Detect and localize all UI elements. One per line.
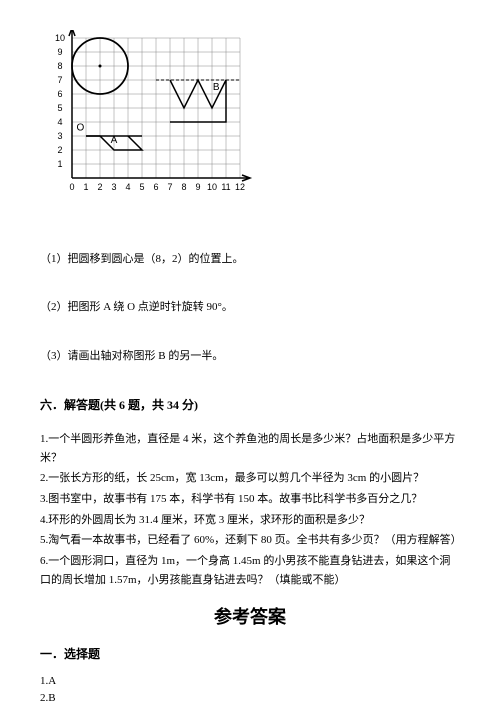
svg-text:10: 10 (55, 33, 65, 43)
svg-text:5: 5 (57, 103, 62, 113)
answer-1: 1.A (40, 673, 460, 691)
question-6-4: 4.环形的外圆周长为 31.4 厘米，环宽 3 厘米，求环形的面积是多少？ (40, 511, 460, 530)
svg-text:3: 3 (111, 182, 116, 192)
svg-text:2: 2 (57, 145, 62, 155)
coordinate-grid-figure: 123456789100123456789101112AOB (50, 30, 460, 221)
answer-2: 2.B (40, 690, 460, 708)
sub-question-3: （3）请画出轴对称图形 B 的另一半。 (40, 348, 460, 365)
answer-section-1-header: 一．选择题 (40, 645, 460, 663)
answer-title: 参考答案 (40, 604, 460, 631)
svg-text:4: 4 (125, 182, 130, 192)
svg-text:B: B (213, 82, 220, 93)
svg-text:5: 5 (139, 182, 144, 192)
sub-question-1: （1）把圆移到圆心是（8，2）的位置上。 (40, 251, 460, 268)
section-6-header: 六．解答题(共 6 题，共 34 分) (40, 396, 460, 414)
question-6-5: 5.淘气看一本故事书，已经看了 60%，还剩下 80 页。全书共有多少页？（用方… (40, 531, 460, 550)
svg-text:A: A (111, 135, 118, 146)
svg-text:2: 2 (97, 182, 102, 192)
svg-text:1: 1 (83, 182, 88, 192)
svg-text:4: 4 (57, 117, 62, 127)
question-6-3: 3.图书室中，故事书有 175 本，科学书有 150 本。故事书比科学书多百分之… (40, 490, 460, 509)
svg-text:6: 6 (153, 182, 158, 192)
svg-text:7: 7 (167, 182, 172, 192)
svg-text:0: 0 (69, 182, 74, 192)
question-6-1: 1.一个半圆形养鱼池，直径是 4 米，这个养鱼池的周长是多少米？占地面积是多少平… (40, 430, 460, 467)
svg-text:7: 7 (57, 75, 62, 85)
svg-text:9: 9 (195, 182, 200, 192)
svg-text:11: 11 (221, 182, 230, 192)
sub-question-2: （2）把图形 A 绕 O 点逆时针旋转 90°。 (40, 299, 460, 316)
grid-svg: 123456789100123456789101112AOB (50, 30, 260, 215)
svg-text:3: 3 (57, 131, 62, 141)
svg-text:6: 6 (57, 89, 62, 99)
svg-text:9: 9 (57, 47, 62, 57)
svg-text:O: O (77, 122, 85, 133)
svg-text:8: 8 (181, 182, 186, 192)
question-6-6: 6.一个圆形洞口，直径为 1m，一个身高 1.45m 的小男孩不能直身钻进去，如… (40, 552, 460, 589)
svg-text:10: 10 (207, 182, 217, 192)
svg-text:12: 12 (235, 182, 245, 192)
question-6-2: 2.一张长方形的纸，长 25cm，宽 13cm，最多可以剪几个半径为 3cm 的… (40, 469, 460, 488)
svg-text:8: 8 (57, 61, 62, 71)
svg-text:1: 1 (57, 159, 62, 169)
